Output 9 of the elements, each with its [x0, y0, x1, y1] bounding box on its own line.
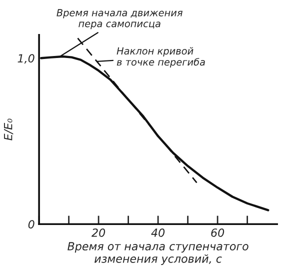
y-tick-label: 0: [28, 220, 34, 229]
annotation: Наклон кривой в точке перегиба: [116, 47, 205, 68]
y-tick-label: 1,0: [18, 54, 34, 64]
x-tick-label: 40: [151, 228, 165, 237]
annotation: Время начала движения пера самописца: [56, 9, 182, 30]
x-tick-label: 20: [92, 228, 106, 237]
y-axis-title: E/E₀: [4, 118, 14, 140]
x-axis-title: Время от начала ступенчатого изменения условий, с: [68, 242, 248, 266]
x-tick-label: 60: [211, 228, 224, 237]
